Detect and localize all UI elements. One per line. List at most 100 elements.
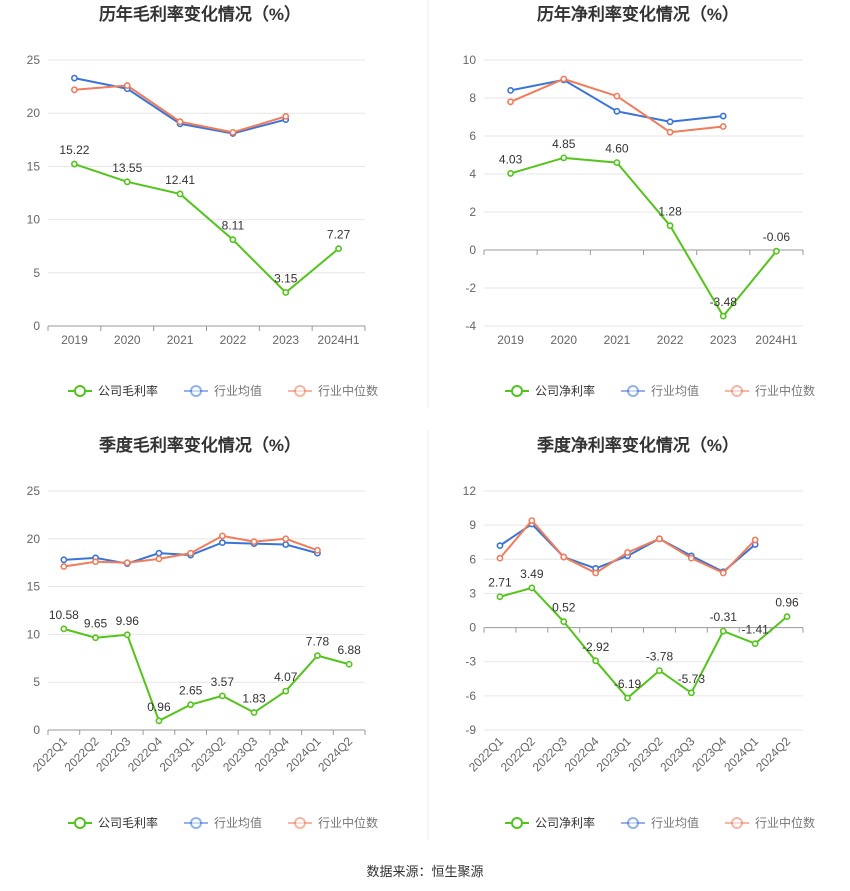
- data-point: [229, 128, 237, 136]
- data-label: 15.22: [59, 143, 89, 157]
- data-label: 1.28: [658, 205, 682, 219]
- x-tick-label: 2020: [114, 333, 141, 347]
- data-point: [218, 539, 226, 547]
- legend-marker-1: [627, 385, 639, 397]
- data-point: [507, 87, 514, 94]
- data-point: [123, 82, 131, 89]
- data-label: 3.49: [520, 567, 544, 581]
- legend-marker-1: [190, 385, 202, 397]
- legend-marker-0: [74, 817, 86, 829]
- data-label: 10.58: [49, 608, 79, 622]
- series-line-0: [510, 156, 778, 318]
- x-tick-label: 2022Q1: [466, 734, 506, 774]
- data-point: [592, 569, 600, 577]
- x-tick-label: 2024Q2: [753, 734, 793, 774]
- data-point: [687, 554, 695, 562]
- data-point: [507, 98, 514, 106]
- series-line-0: [499, 586, 788, 700]
- legend-label: 公司毛利率: [98, 815, 158, 830]
- chart-title: 季度净利率变化情况（%）: [537, 435, 739, 455]
- x-tick-label: 2024Q2: [315, 734, 355, 774]
- y-tick-label: 25: [27, 53, 41, 67]
- y-tick-label: 20: [27, 106, 41, 120]
- data-point: [507, 170, 514, 177]
- data-point: [282, 112, 290, 120]
- data-point: [187, 549, 195, 557]
- data-label: 0.96: [775, 596, 799, 610]
- data-point: [624, 694, 631, 702]
- data-point: [335, 245, 342, 253]
- legend-marker-0: [74, 385, 86, 397]
- data-point: [560, 553, 568, 561]
- series-line-2: [510, 77, 724, 134]
- y-tick-label: -2: [465, 281, 476, 295]
- series-line-0: [63, 627, 350, 723]
- data-point: [314, 652, 321, 660]
- data-point: [528, 584, 536, 592]
- data-point: [187, 701, 195, 709]
- y-tick-label: 6: [469, 129, 476, 143]
- data-label: -5.73: [678, 672, 706, 686]
- data-label: -0.31: [710, 610, 738, 624]
- data-label: -3.78: [646, 650, 674, 664]
- y-tick-label: 5: [33, 266, 40, 280]
- y-tick-label: 12: [463, 484, 477, 498]
- legend-label: 行业中位数: [755, 383, 815, 398]
- data-point: [123, 559, 131, 567]
- data-source-label: 数据来源：恒生聚源: [366, 864, 483, 879]
- x-tick-label: 2022: [220, 333, 247, 347]
- data-label: 13.55: [112, 161, 142, 175]
- y-tick-label: 4: [469, 167, 476, 181]
- data-point: [719, 627, 727, 635]
- data-label: -6.19: [614, 677, 642, 691]
- x-tick-label: 2021: [604, 333, 631, 347]
- data-point: [60, 556, 68, 564]
- data-label: 0.96: [147, 700, 171, 714]
- data-label: -1.41: [741, 623, 769, 637]
- data-point: [60, 625, 68, 633]
- data-point: [218, 532, 226, 540]
- data-point: [783, 613, 791, 621]
- data-label: 2.65: [179, 684, 203, 698]
- y-tick-label: 6: [469, 552, 476, 566]
- x-tick-label: 2024H1: [318, 333, 360, 347]
- data-label: 2.71: [488, 576, 512, 590]
- x-tick-label: 2024Q1: [721, 734, 761, 774]
- y-tick-label: 25: [27, 484, 41, 498]
- legend-marker-0: [511, 817, 523, 829]
- data-point: [719, 123, 727, 130]
- y-tick-label: 10: [27, 627, 41, 641]
- x-tick-label: 2023: [272, 333, 299, 347]
- data-label: 9.65: [84, 617, 108, 631]
- legend-label: 行业均值: [651, 815, 699, 830]
- series-line-1: [499, 522, 756, 573]
- legend-label: 行业中位数: [318, 815, 378, 830]
- legend-marker-0: [511, 385, 523, 397]
- series-line-0: [74, 163, 340, 294]
- data-point: [60, 563, 68, 570]
- y-tick-label: 20: [27, 532, 41, 546]
- data-label: 9.96: [116, 614, 140, 628]
- data-point: [528, 517, 536, 524]
- data-point: [666, 222, 674, 230]
- data-point: [71, 74, 78, 82]
- data-point: [751, 640, 759, 648]
- data-label: 3.15: [274, 271, 298, 285]
- data-point: [656, 535, 663, 543]
- data-label: 12.41: [165, 173, 195, 187]
- data-point: [123, 631, 131, 639]
- x-tick-label: 2023Q2: [625, 734, 665, 774]
- data-point: [155, 549, 163, 557]
- data-point: [666, 118, 674, 126]
- x-tick-label: 2019: [497, 333, 524, 347]
- legend-marker-2: [294, 385, 306, 397]
- y-tick-label: -3: [465, 655, 476, 669]
- legend-label: 行业均值: [214, 383, 262, 398]
- data-point: [666, 128, 674, 136]
- data-point: [719, 312, 727, 320]
- y-tick-label: 5: [33, 675, 40, 689]
- y-tick-label: -9: [465, 723, 476, 737]
- series-line-2: [499, 519, 756, 575]
- data-label: 1.83: [242, 692, 266, 706]
